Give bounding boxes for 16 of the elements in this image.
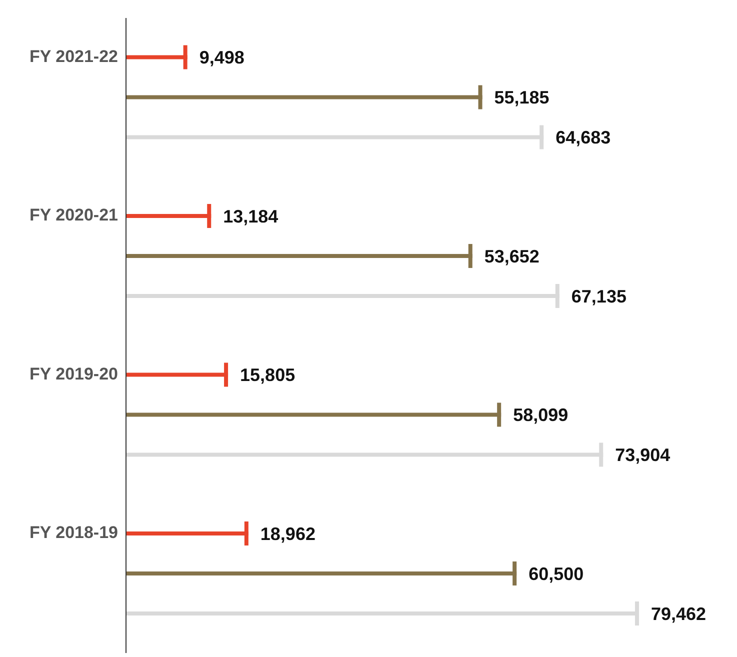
- data-label: 55,185: [494, 88, 550, 108]
- y-tick-label: FY 2018-19: [29, 523, 118, 542]
- data-label: 73,904: [615, 445, 670, 466]
- data-label: 79,462: [651, 604, 706, 624]
- data-label: 15,805: [240, 365, 296, 386]
- data-label: 58,099: [513, 405, 568, 426]
- data-label: 64,683: [556, 128, 611, 148]
- y-tick-label: FY 2019-20: [29, 364, 118, 384]
- data-label: 67,135: [571, 286, 626, 306]
- y-tick-label: FY 2021-22: [29, 46, 118, 66]
- data-label: 18,962: [260, 524, 316, 544]
- data-label: 53,652: [484, 246, 540, 266]
- data-label: 9,498: [199, 48, 244, 68]
- y-tick-label: FY 2020-21: [29, 206, 118, 225]
- data-label: 60,500: [528, 564, 584, 584]
- data-label: 13,184: [223, 206, 278, 226]
